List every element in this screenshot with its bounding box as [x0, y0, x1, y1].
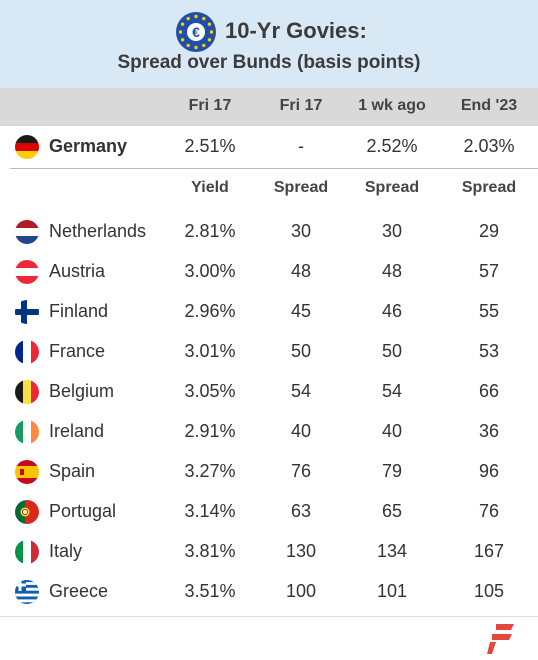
end23-value: 36: [478, 421, 500, 441]
yield-value: 2.96%: [184, 301, 236, 321]
table-row-spain: Spain 3.27% 76 79 96: [0, 451, 538, 491]
wk-ago-value: 54: [381, 381, 403, 401]
divider: [10, 168, 538, 169]
footer-divider: [0, 616, 538, 617]
table-row-italy: Italy 3.81% 130 134 167: [0, 531, 538, 571]
yield-value: 3.01%: [184, 341, 236, 361]
yield-value: 3.14%: [184, 501, 236, 521]
flag-belgium-icon: [15, 380, 39, 404]
spread-value: -: [298, 136, 304, 156]
end23-value: 66: [478, 381, 500, 401]
euro-symbol: €: [192, 24, 200, 40]
spread-value: 40: [290, 421, 312, 441]
benchmark-row-germany: Germany 2.51% - 2.52% 2.03%: [0, 126, 538, 166]
yield-value: 3.00%: [184, 261, 236, 281]
table-row-ireland: Ireland 2.91% 40 40 36: [0, 411, 538, 451]
country-name: Italy: [49, 541, 83, 561]
flag-portugal-icon: [15, 500, 39, 524]
flag-france-icon: [15, 340, 39, 364]
table-row-austria: Austria 3.00% 48 48 57: [0, 251, 538, 291]
spread-value: 45: [290, 301, 312, 321]
flag-germany-icon: [15, 135, 39, 159]
yield-value: 3.27%: [184, 461, 236, 481]
table-row-greece: Greece 3.51% 100 101 105: [0, 571, 538, 611]
country-name: France: [49, 341, 106, 361]
spread-value: 48: [290, 261, 312, 281]
country-name: Spain: [49, 461, 96, 481]
yield-value: 2.91%: [184, 421, 236, 441]
country-name: Austria: [49, 261, 106, 281]
country-name: Greece: [49, 581, 109, 601]
wk-ago-value: 134: [376, 541, 408, 561]
spread-value: 30: [290, 221, 312, 241]
flag-ireland-icon: [15, 420, 39, 444]
table-row-netherlands: Netherlands 2.81% 30 30 29: [0, 211, 538, 251]
col-spread-end23: Spread: [461, 179, 517, 196]
flag-greece-icon: [15, 580, 39, 604]
wk-ago-value: 2.52%: [366, 136, 418, 156]
yield-value: 3.81%: [184, 541, 236, 561]
end23-value: 2.03%: [463, 136, 515, 156]
col-date-wk-ago: 1 wk ago: [358, 97, 426, 114]
spread-value: 54: [290, 381, 312, 401]
col-yield: Yield: [191, 179, 229, 196]
chart-title: 10-Yr Govies:: [225, 18, 367, 43]
flag-italy-icon: [15, 540, 39, 564]
spread-value: 130: [285, 541, 317, 561]
col-date-yield: Fri 17: [188, 97, 232, 114]
country-name: Netherlands: [49, 221, 147, 241]
end23-value: 55: [478, 301, 500, 321]
flag-finland-icon: [15, 300, 39, 324]
flag-netherlands-icon: [15, 220, 39, 244]
country-name: Finland: [49, 301, 109, 321]
spread-value: 76: [290, 461, 312, 481]
chart-header: € 10-Yr Govies: Spread over Bunds (basis…: [0, 0, 538, 88]
wk-ago-value: 65: [381, 501, 403, 521]
country-name: Germany: [49, 136, 128, 156]
end23-value: 167: [473, 541, 505, 561]
col-date-spread: Fri 17: [279, 97, 323, 114]
table-row-portugal: Portugal 3.14% 63 65 76: [0, 491, 538, 531]
wk-ago-value: 30: [381, 221, 403, 241]
yield-value: 2.81%: [184, 221, 236, 241]
col-spread: Spread: [273, 179, 329, 196]
table-row-finland: Finland 2.96% 45 46 55: [0, 291, 538, 331]
wk-ago-value: 79: [381, 461, 403, 481]
col-spread-wk-ago: Spread: [364, 179, 420, 196]
country-name: Belgium: [49, 381, 115, 401]
end23-value: 29: [478, 221, 500, 241]
end23-value: 96: [478, 461, 500, 481]
end23-value: 57: [478, 261, 500, 281]
spread-value: 50: [290, 341, 312, 361]
end23-value: 76: [478, 501, 500, 521]
spread-value: 100: [285, 581, 317, 601]
wk-ago-value: 40: [381, 421, 403, 441]
chart-subtitle: Spread over Bunds (basis points): [117, 52, 421, 73]
wk-ago-value: 48: [381, 261, 403, 281]
wk-ago-value: 50: [381, 341, 403, 361]
brand-logo-icon: [487, 624, 514, 654]
country-name: Portugal: [49, 501, 117, 521]
col-date-end23: End '23: [460, 97, 518, 114]
flag-spain-icon: [15, 460, 39, 484]
spread-value: 63: [290, 501, 312, 521]
table-row-belgium: Belgium 3.05% 54 54 66: [0, 371, 538, 411]
country-name: Ireland: [49, 421, 105, 441]
yield-value: 2.51%: [184, 136, 236, 156]
end23-value: 53: [478, 341, 500, 361]
table-row-france: France 3.01% 50 50 53: [0, 331, 538, 371]
euro-coin-icon: €: [176, 12, 216, 52]
end23-value: 105: [473, 581, 505, 601]
flag-austria-icon: [15, 260, 39, 284]
wk-ago-value: 101: [376, 581, 408, 601]
column-date-header: Fri 17 Fri 17 1 wk ago End '23: [0, 88, 538, 126]
wk-ago-value: 46: [381, 301, 403, 321]
yield-value: 3.05%: [184, 381, 236, 401]
yield-value: 3.51%: [184, 581, 236, 601]
column-metric-header: Yield Spread Spread Spread: [0, 170, 538, 206]
